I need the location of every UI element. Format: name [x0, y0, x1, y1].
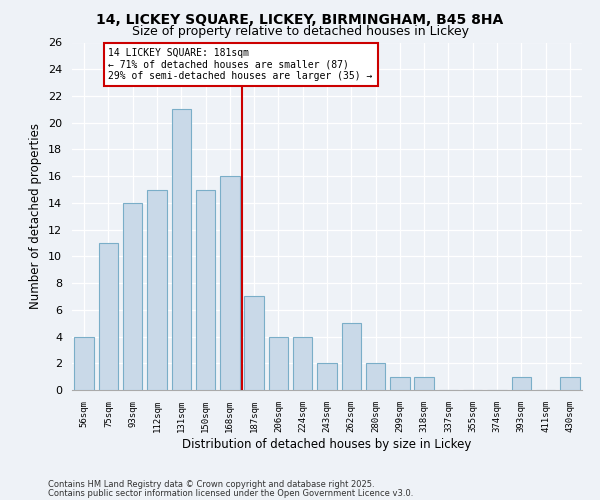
- Bar: [390, 376, 410, 390]
- Bar: [512, 376, 531, 390]
- Text: 14, LICKEY SQUARE, LICKEY, BIRMINGHAM, B45 8HA: 14, LICKEY SQUARE, LICKEY, BIRMINGHAM, B…: [97, 12, 503, 26]
- Bar: [74, 336, 94, 390]
- X-axis label: Distribution of detached houses by size in Lickey: Distribution of detached houses by size …: [182, 438, 472, 450]
- Bar: [172, 110, 191, 390]
- Bar: [560, 376, 580, 390]
- Bar: [366, 364, 385, 390]
- Bar: [415, 376, 434, 390]
- Bar: [220, 176, 239, 390]
- Y-axis label: Number of detached properties: Number of detached properties: [29, 123, 43, 309]
- Text: 14 LICKEY SQUARE: 181sqm
← 71% of detached houses are smaller (87)
29% of semi-d: 14 LICKEY SQUARE: 181sqm ← 71% of detach…: [109, 48, 373, 81]
- Bar: [123, 203, 142, 390]
- Bar: [293, 336, 313, 390]
- Text: Contains public sector information licensed under the Open Government Licence v3: Contains public sector information licen…: [48, 488, 413, 498]
- Bar: [244, 296, 264, 390]
- Bar: [196, 190, 215, 390]
- Text: Contains HM Land Registry data © Crown copyright and database right 2025.: Contains HM Land Registry data © Crown c…: [48, 480, 374, 489]
- Text: Size of property relative to detached houses in Lickey: Size of property relative to detached ho…: [131, 25, 469, 38]
- Bar: [317, 364, 337, 390]
- Bar: [269, 336, 288, 390]
- Bar: [99, 243, 118, 390]
- Bar: [341, 323, 361, 390]
- Bar: [147, 190, 167, 390]
